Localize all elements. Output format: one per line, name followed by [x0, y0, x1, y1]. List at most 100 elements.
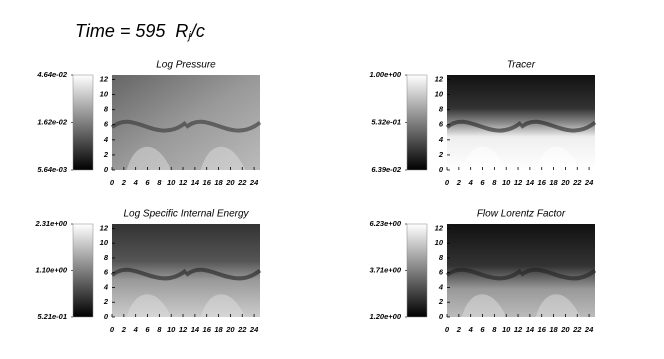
colorbar: [72, 223, 94, 318]
x-tick-label: 12: [514, 178, 523, 187]
flow-structure: [519, 119, 597, 133]
x-tick-label: 24: [249, 325, 259, 334]
y-tick-label: 8: [439, 105, 444, 114]
colorbar-tick-label: 5.64e-03: [37, 165, 67, 174]
colorbar-tick-label: 1.20e+00: [370, 312, 402, 321]
x-tick-label: 22: [572, 178, 582, 187]
y-tick-label: 0: [104, 312, 109, 321]
colorbar-tick-label: 4.64e-02: [36, 70, 67, 79]
x-tick-label: 10: [167, 325, 176, 334]
y-tick-label: 0: [439, 165, 444, 174]
x-tick-label: 12: [179, 178, 188, 187]
x-tick-label: 10: [502, 325, 511, 334]
figure-title: Time = 595 Rj/c: [75, 21, 205, 42]
x-tick-label: 22: [237, 178, 247, 187]
x-tick-label: 12: [514, 325, 523, 334]
x-tick-label: 14: [191, 178, 200, 187]
x-tick-label: 6: [145, 178, 150, 187]
x-tick-label: 8: [492, 178, 497, 187]
x-tick-label: 10: [167, 178, 176, 187]
flow-structure: [445, 119, 523, 133]
flow-structure: [535, 146, 581, 170]
panel-title: Tracer: [507, 60, 536, 71]
x-tick-label: 2: [456, 178, 462, 187]
x-tick-label: 18: [214, 325, 223, 334]
y-tick-label: 8: [104, 253, 109, 262]
y-tick-label: 12: [435, 75, 444, 84]
x-tick-label: 20: [225, 178, 235, 187]
y-tick-label: 0: [104, 165, 109, 174]
x-tick-label: 24: [584, 178, 594, 187]
x-tick-label: 16: [538, 325, 547, 334]
y-tick-label: 2: [103, 150, 109, 159]
flow-structure: [184, 267, 262, 281]
x-tick-label: 0: [445, 325, 450, 334]
x-tick-label: 22: [572, 325, 582, 334]
y-tick-label: 6: [439, 120, 444, 129]
colorbar-tick-label: 1.00e+00: [370, 70, 402, 79]
y-tick-label: 10: [435, 238, 444, 247]
colorbar-tick-label: 5.21e-01: [37, 312, 67, 321]
x-tick-label: 24: [249, 178, 259, 187]
x-tick-label: 10: [502, 178, 511, 187]
x-tick-label: 8: [157, 178, 162, 187]
x-tick-label: 6: [480, 178, 485, 187]
flow-structure: [535, 294, 581, 317]
flow-structure: [200, 294, 246, 317]
flow-structure: [126, 146, 172, 170]
x-tick-label: 4: [133, 178, 139, 187]
y-tick-label: 8: [439, 253, 444, 262]
colorbar-tick-label: 1.10e+00: [36, 265, 68, 274]
x-tick-label: 14: [526, 325, 535, 334]
y-tick-label: 10: [435, 90, 444, 99]
y-tick-label: 12: [100, 75, 109, 84]
x-tick-label: 18: [214, 178, 223, 187]
panel-title: Log Specific Internal Energy: [123, 209, 249, 220]
panel-title: Flow Lorentz Factor: [477, 209, 566, 220]
x-tick-label: 8: [157, 325, 162, 334]
x-tick-label: 16: [203, 325, 212, 334]
colorbar: [406, 74, 428, 171]
y-tick-label: 12: [435, 223, 444, 232]
colorbar: [72, 74, 94, 171]
flow-structure: [184, 119, 262, 133]
y-tick-label: 4: [103, 282, 109, 291]
y-tick-label: 6: [104, 268, 109, 277]
x-tick-label: 22: [237, 325, 247, 334]
x-tick-label: 4: [468, 325, 474, 334]
y-tick-label: 2: [438, 297, 444, 306]
colorbar: [406, 223, 428, 318]
x-tick-label: 16: [203, 178, 212, 187]
x-tick-label: 0: [110, 178, 115, 187]
x-tick-label: 20: [560, 178, 570, 187]
y-tick-label: 6: [104, 120, 109, 129]
x-tick-label: 0: [445, 178, 450, 187]
x-tick-label: 18: [549, 325, 558, 334]
x-tick-label: 4: [133, 325, 139, 334]
y-tick-label: 8: [104, 105, 109, 114]
y-tick-label: 4: [103, 135, 109, 144]
x-tick-label: 4: [468, 178, 474, 187]
x-tick-label: 12: [179, 325, 188, 334]
x-tick-label: 20: [225, 325, 235, 334]
x-tick-label: 14: [191, 325, 200, 334]
x-tick-label: 2: [121, 178, 127, 187]
y-tick-label: 4: [438, 282, 444, 291]
y-tick-label: 4: [438, 135, 444, 144]
y-tick-label: 12: [100, 223, 109, 232]
x-tick-label: 20: [560, 325, 570, 334]
x-tick-label: 0: [110, 325, 115, 334]
x-tick-label: 18: [549, 178, 558, 187]
x-tick-label: 2: [456, 325, 462, 334]
panel-title: Log Pressure: [156, 60, 216, 71]
y-tick-label: 0: [439, 312, 444, 321]
colorbar-tick-label: 6.39e-02: [371, 165, 401, 174]
flow-structure: [461, 146, 507, 170]
x-tick-label: 2: [121, 325, 127, 334]
colorbar-tick-label: 2.31e+00: [35, 219, 68, 228]
flow-structure: [461, 294, 507, 317]
y-tick-label: 2: [438, 150, 444, 159]
y-tick-label: 2: [103, 297, 109, 306]
x-tick-label: 24: [584, 325, 594, 334]
